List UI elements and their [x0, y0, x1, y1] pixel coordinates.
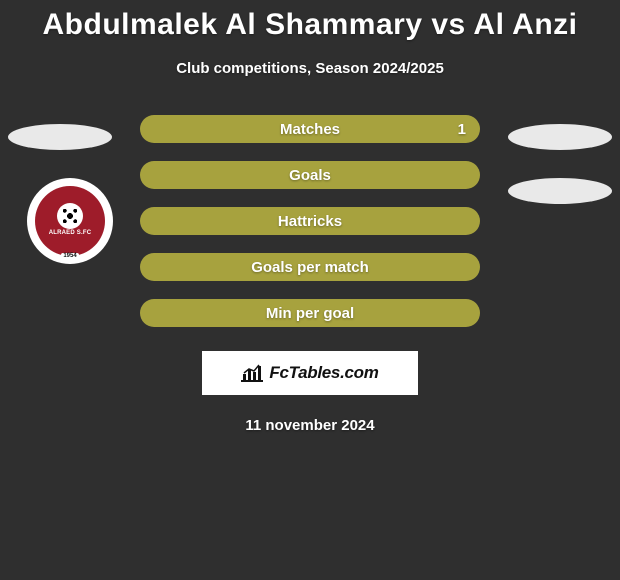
club-badge: ALRAED S.FC 1954 [27, 178, 113, 264]
left-ellipse [8, 124, 112, 150]
date-line: 11 november 2024 [0, 417, 620, 434]
stat-row: Goals per match [140, 253, 480, 281]
stat-row: Min per goal [140, 299, 480, 327]
right-ellipse-2 [508, 178, 612, 204]
right-ellipse-1 [508, 124, 612, 150]
brand-box: FcTables.com [202, 351, 418, 395]
subtitle: Club competitions, Season 2024/2025 [0, 60, 620, 77]
chart-icon [241, 364, 263, 382]
stat-row: Matches1 [140, 115, 480, 143]
stat-label: Hattricks [140, 213, 480, 230]
stat-row: Goals [140, 161, 480, 189]
stat-label: Min per goal [140, 305, 480, 322]
stat-value-right: 1 [458, 121, 466, 138]
stat-label: Goals per match [140, 259, 480, 276]
page-title: Abdulmalek Al Shammary vs Al Anzi [0, 0, 620, 42]
club-badge-text: ALRAED S.FC [49, 230, 92, 236]
brand-text: FcTables.com [269, 363, 378, 383]
club-badge-year: 1954 [61, 253, 78, 259]
ball-icon [57, 203, 83, 229]
stat-row: Hattricks [140, 207, 480, 235]
club-badge-inner: ALRAED S.FC 1954 [35, 186, 105, 256]
stat-label: Goals [140, 167, 480, 184]
stat-label: Matches [140, 121, 480, 138]
